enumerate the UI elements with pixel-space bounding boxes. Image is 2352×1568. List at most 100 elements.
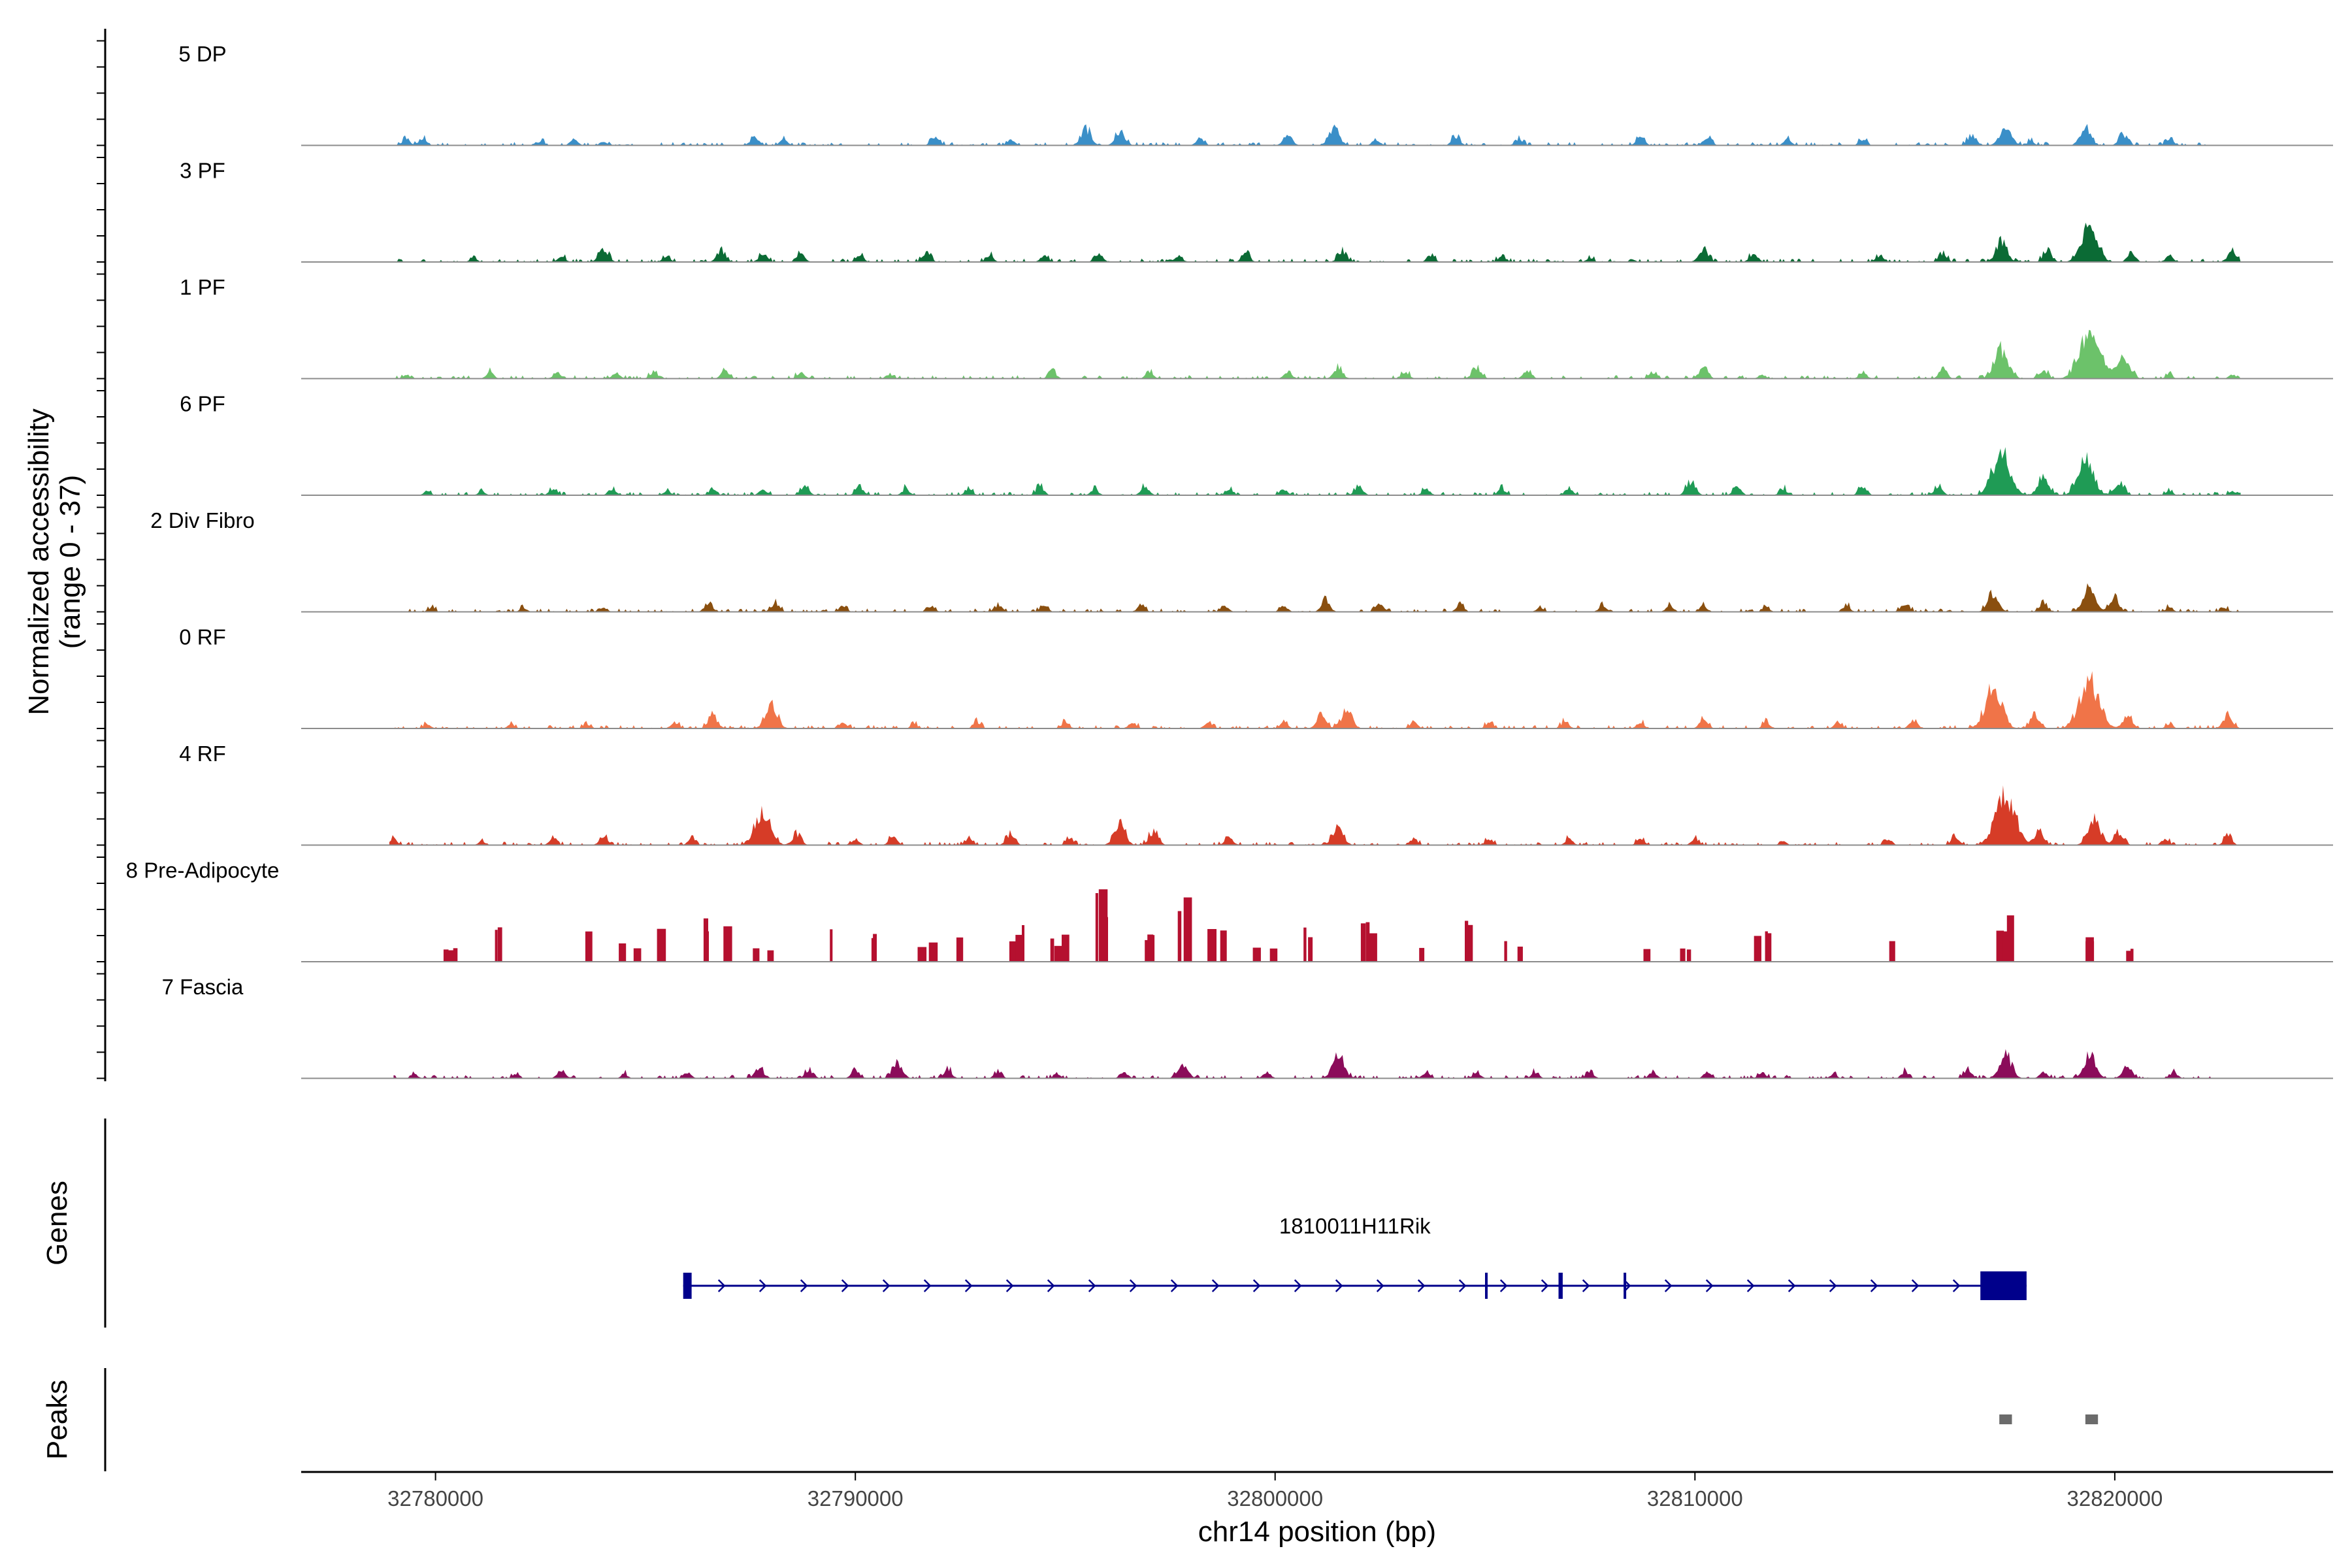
strand-arrow bbox=[800, 1279, 808, 1292]
coverage-bar bbox=[705, 931, 709, 962]
strand-arrow bbox=[1088, 1279, 1096, 1292]
coverage-bar bbox=[658, 935, 664, 962]
strand-arrow bbox=[923, 1279, 932, 1292]
strand-arrow bbox=[1911, 1279, 1919, 1292]
strand-arrow bbox=[882, 1279, 890, 1292]
coverage-bar bbox=[1022, 925, 1024, 962]
coverage-bar bbox=[443, 949, 449, 962]
coverage-bar bbox=[2002, 931, 2012, 962]
coverage-bar bbox=[1220, 930, 1227, 962]
coverage-bar bbox=[1050, 938, 1054, 962]
track-5-dp: 5 DP bbox=[178, 42, 2333, 146]
strand-arrow bbox=[1746, 1279, 1755, 1292]
coverage-bar bbox=[1504, 941, 1507, 962]
strand-arrow bbox=[1829, 1279, 1837, 1292]
coverage-bar bbox=[2131, 949, 2134, 962]
strand-arrow bbox=[1499, 1279, 1508, 1292]
track-label: 0 RF bbox=[179, 625, 226, 649]
coverage-bar bbox=[1996, 930, 2004, 962]
track-6-pf: 6 PF bbox=[180, 392, 2333, 496]
strand-arrow bbox=[1705, 1279, 1714, 1292]
strand-arrow bbox=[1047, 1279, 1055, 1292]
coverage-bar bbox=[495, 930, 498, 962]
coverage-bar bbox=[662, 943, 665, 962]
track-label: 2 Div Fibro bbox=[150, 508, 255, 532]
exon bbox=[1485, 1273, 1488, 1299]
coverage-bar bbox=[1009, 941, 1017, 962]
coverage-bar bbox=[1098, 889, 1108, 962]
coverage-bar bbox=[453, 948, 458, 962]
track-8-pre-adipocyte: 8 Pre-Adipocyte bbox=[126, 858, 2333, 962]
track-3-pf: 3 PF bbox=[180, 159, 2333, 263]
gene-name: 1810011H11Rik bbox=[1279, 1214, 1431, 1238]
track-label: 8 Pre-Adipocyte bbox=[126, 858, 280, 883]
coverage-bar bbox=[1015, 934, 1022, 962]
coverage-bar bbox=[753, 948, 760, 962]
coverage-bar bbox=[1465, 921, 1469, 962]
coverage-bar bbox=[1367, 933, 1377, 962]
coverage-bar bbox=[1148, 935, 1155, 962]
coverage-bar bbox=[587, 938, 592, 962]
coverage-bar bbox=[873, 934, 877, 962]
x-axis: 32780000 32790000 32800000 32810000 32820000 bbox=[301, 1471, 2333, 1511]
coverage-bar bbox=[1062, 934, 1070, 962]
exon bbox=[683, 1273, 692, 1299]
coverage-bar bbox=[1765, 931, 1768, 962]
coverage-bar bbox=[1183, 897, 1192, 962]
exon bbox=[1624, 1273, 1627, 1299]
coverage-bar bbox=[1889, 941, 1895, 962]
coverage-bar bbox=[1754, 936, 1761, 962]
coverage-bar bbox=[497, 927, 502, 962]
gene-model: 1810011H11Rik bbox=[683, 1214, 2027, 1300]
coverage-bar bbox=[1095, 893, 1098, 962]
coverage-bar bbox=[1145, 939, 1149, 962]
strand-arrow bbox=[1541, 1279, 1549, 1292]
track-label: 5 DP bbox=[178, 42, 226, 66]
strand-arrow bbox=[1458, 1279, 1467, 1292]
coverage-bar bbox=[1207, 929, 1217, 962]
genes-panel: Genes 1810011H11Rik bbox=[41, 1119, 2027, 1328]
strand-arrow bbox=[964, 1279, 973, 1292]
coverage-bar bbox=[633, 948, 642, 962]
coverage-bar bbox=[956, 937, 964, 962]
peak-region bbox=[1999, 1414, 2012, 1424]
coverage-bar bbox=[619, 943, 627, 962]
track-label: 4 RF bbox=[179, 742, 226, 766]
x-tick-label: 32820000 bbox=[2066, 1486, 2163, 1511]
track-label: 6 PF bbox=[180, 392, 225, 416]
strand-arrow bbox=[1211, 1279, 1220, 1292]
strand-arrow bbox=[1664, 1279, 1673, 1292]
x-tick-label: 32810000 bbox=[1647, 1486, 1743, 1511]
exon bbox=[1980, 1271, 2027, 1300]
coverage-area bbox=[393, 123, 2212, 146]
track-4-rf: 4 RF bbox=[179, 742, 2333, 846]
coverage-bar bbox=[723, 926, 732, 962]
strand-arrow bbox=[1005, 1279, 1014, 1292]
strand-arrow bbox=[1170, 1279, 1179, 1292]
track-7-fascia: 7 Fascia bbox=[162, 975, 2333, 1079]
strand-arrow bbox=[841, 1279, 849, 1292]
strand-arrow bbox=[1294, 1279, 1302, 1292]
x-tick-label: 32780000 bbox=[387, 1486, 483, 1511]
y-axis-title-line2: (range 0 - 37) bbox=[54, 475, 86, 649]
peak-region bbox=[2085, 1414, 2099, 1424]
x-tick-label: 32800000 bbox=[1227, 1486, 1323, 1511]
strand-arrow bbox=[717, 1279, 726, 1292]
strand-arrow bbox=[1335, 1279, 1343, 1292]
coverage-bar bbox=[1680, 948, 1686, 962]
x-axis-title: chr14 position (bp) bbox=[1198, 1516, 1436, 1548]
track-0-rf: 0 RF bbox=[179, 625, 2333, 729]
coverage-bar bbox=[1517, 946, 1523, 962]
coverage-bar bbox=[1054, 945, 1064, 962]
exon bbox=[1558, 1273, 1563, 1299]
track-label: 1 PF bbox=[180, 275, 225, 299]
coverage-tracks: 5 DP 3 PF 1 PF 6 PF 2 Div Fibro 0 RF 4 RF 8 Pre… bbox=[126, 42, 2333, 1079]
coverage-bar bbox=[1177, 911, 1182, 962]
strand-arrow bbox=[1870, 1279, 1878, 1292]
coverage-bar bbox=[1686, 949, 1691, 962]
x-tick-label: 32790000 bbox=[808, 1486, 904, 1511]
coverage-bar bbox=[2126, 951, 2133, 962]
coverage-bar bbox=[1767, 933, 1772, 962]
coverage-bar bbox=[1303, 927, 1307, 962]
y-axis-title-line1: Normalized accessibility bbox=[23, 408, 55, 715]
